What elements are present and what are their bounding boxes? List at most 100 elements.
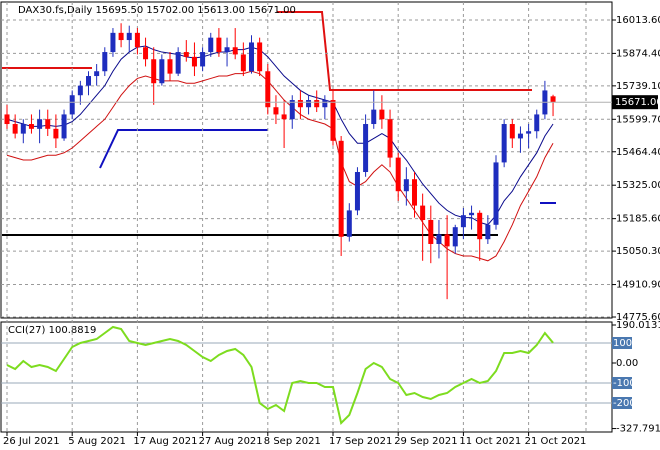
y-tick-label: 14775.60: [616, 312, 660, 323]
candle-body: [509, 124, 515, 139]
y-tick-label: 14910.90: [616, 280, 660, 291]
level-label-box: [612, 397, 632, 409]
candle-body: [126, 32, 132, 41]
candle-body: [395, 157, 401, 192]
candle-body: [134, 32, 140, 48]
candle-body: [387, 119, 393, 158]
candle-body: [175, 52, 181, 74]
indicator-title: CCI(27) 100.8819: [8, 325, 96, 336]
x-tick-label: 8 Sep 2021: [264, 436, 321, 447]
overlay-line: [6, 70, 554, 262]
y-tick-label: 15050.30: [616, 246, 660, 257]
x-tick-label: 17 Aug 2021: [133, 436, 197, 447]
candle-body: [338, 140, 344, 237]
y-tick-label: 15185.60: [616, 214, 660, 225]
y-tick-label: 15599.70: [616, 114, 660, 125]
candle-body: [12, 124, 18, 134]
candle-body: [216, 37, 222, 53]
y-tick-label: 15874.40: [616, 48, 660, 59]
x-tick-label: 11 Oct 2021: [459, 436, 521, 447]
candle-body: [118, 32, 124, 41]
candle-body: [273, 107, 279, 115]
candle-body: [460, 215, 466, 228]
x-tick-label: 21 Oct 2021: [525, 436, 587, 447]
candle-body: [306, 100, 312, 108]
candle-body: [428, 219, 434, 244]
candle-body: [412, 179, 417, 206]
candle-body: [501, 124, 507, 163]
candle-body: [330, 100, 336, 141]
chart-title: DAX30.fs,Daily 15695.50 15702.00 15613.0…: [18, 5, 296, 16]
candle-body: [517, 133, 523, 139]
candle-body: [110, 32, 116, 53]
y-tick-label: 16013.60: [616, 15, 660, 26]
candle-body: [102, 52, 108, 72]
candle-body: [45, 119, 51, 129]
candle-body: [289, 100, 295, 120]
x-tick-label: 27 Aug 2021: [199, 436, 263, 447]
candle-body: [249, 42, 254, 72]
candle-body: [224, 47, 230, 53]
candle-body: [183, 52, 189, 57]
candle-body: [550, 96, 556, 103]
y-tick-label: 15464.40: [616, 147, 660, 158]
level-label: -100: [613, 378, 636, 389]
candle-body: [346, 210, 352, 237]
candle-body: [265, 71, 271, 108]
candle-body: [232, 47, 238, 55]
drawn-line: [99, 129, 268, 169]
x-tick-label: 26 Jul 2021: [3, 436, 60, 447]
candle-body: [477, 212, 483, 240]
candle-body: [53, 128, 59, 139]
candle-body: [493, 162, 499, 225]
candle-body: [191, 56, 197, 67]
last-price-box: [612, 95, 658, 110]
candle-body: [20, 124, 26, 134]
candle-body: [257, 42, 263, 72]
candle-body: [379, 109, 385, 120]
candle-body: [469, 212, 475, 216]
candle-body: [526, 131, 532, 134]
candle-body: [452, 227, 458, 247]
drawn-line: [277, 11, 532, 91]
y-tick-label: 190.0131: [616, 320, 660, 331]
y-tick-label: 15325.00: [616, 180, 660, 191]
candle-body: [314, 100, 320, 108]
candle-body: [28, 124, 34, 129]
candle-body: [94, 71, 100, 77]
candle-body: [77, 85, 83, 96]
level-label: 100: [613, 338, 632, 349]
level-label-box: [612, 377, 632, 389]
candle-body: [371, 109, 377, 125]
candle-body: [61, 114, 67, 139]
candle-body: [143, 47, 149, 60]
last-price-label: 15671.00: [615, 97, 660, 108]
y-tick-label: 0.00: [616, 358, 638, 369]
candle-body: [436, 234, 442, 244]
y-tick-label: 15739.10: [616, 81, 660, 92]
candle-body: [4, 114, 10, 125]
candle-body: [200, 52, 206, 67]
cci-line: [6, 325, 554, 425]
candle-body: [534, 114, 540, 132]
candle-body: [281, 114, 287, 120]
candle-body: [240, 54, 246, 72]
candle-body: [354, 172, 360, 211]
candle-body: [297, 100, 303, 108]
level-label-box: [612, 337, 632, 349]
x-tick-label: 5 Aug 2021: [68, 436, 126, 447]
candle-body: [322, 100, 328, 108]
main-panel-frame: [0, 1, 613, 319]
candle-body: [208, 37, 214, 53]
candle-body: [485, 224, 491, 240]
candle-body: [151, 59, 157, 84]
candle-body: [159, 59, 165, 84]
candle-body: [444, 234, 450, 247]
candle-body: [37, 119, 43, 129]
candle-body: [167, 59, 173, 74]
candle-body: [420, 205, 426, 220]
level-label: -200: [613, 398, 636, 409]
